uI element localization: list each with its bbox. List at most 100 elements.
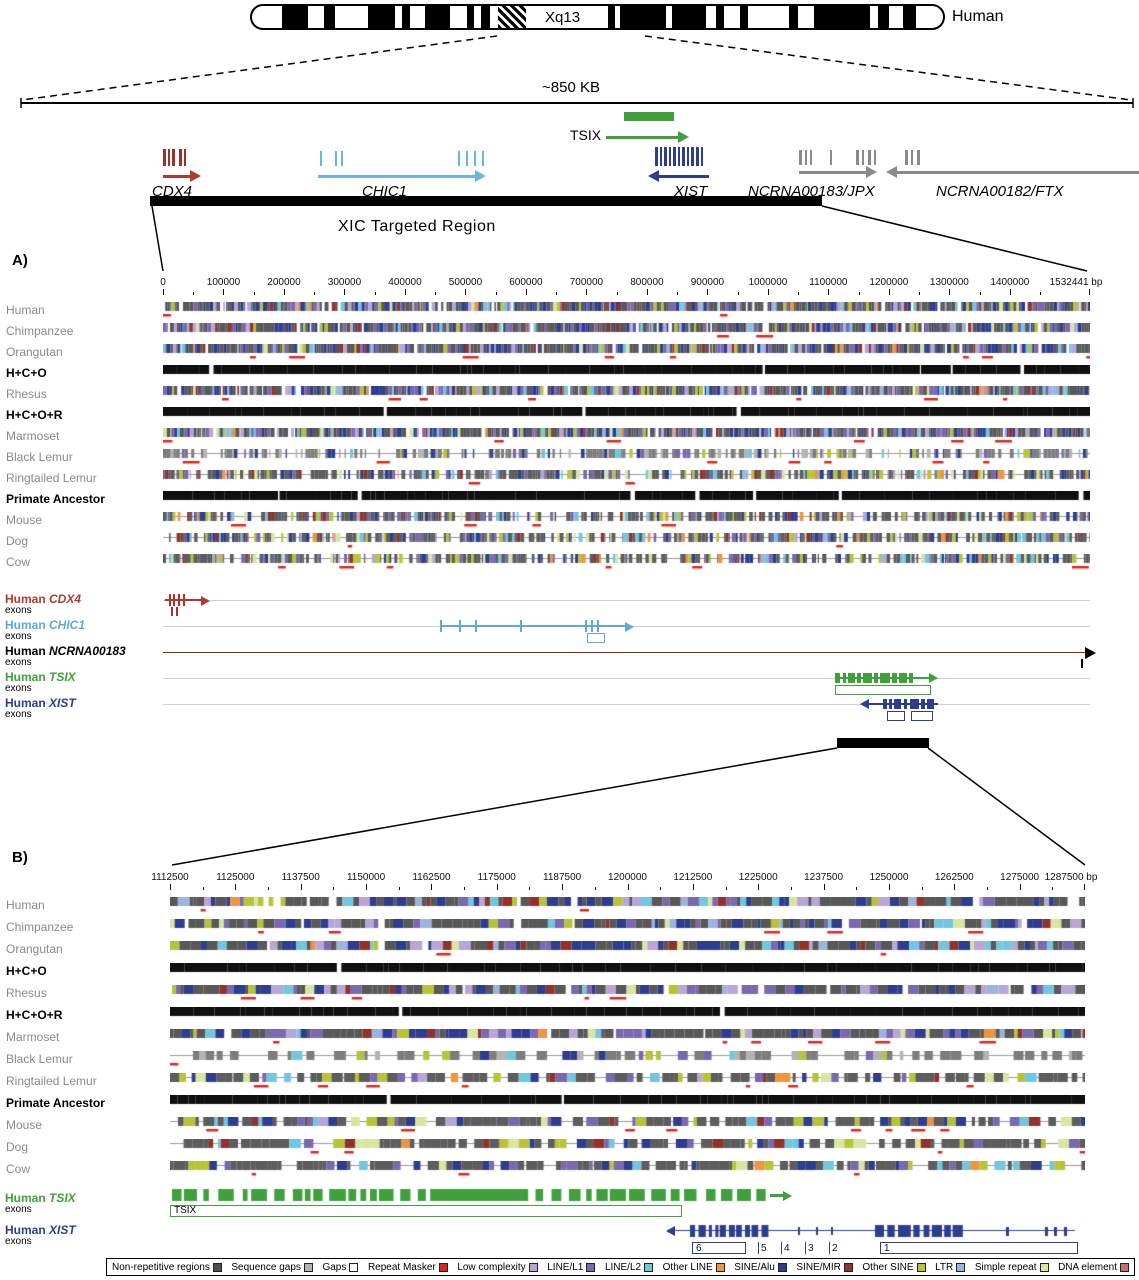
gene-track-gene-name: NCRNA00183: [49, 644, 126, 658]
track-label: Primate Ancestor: [6, 491, 105, 506]
legend-item-seqgap: Sequence gaps: [231, 1262, 313, 1273]
track-label: Marmoset: [6, 428, 60, 443]
axis-tick-label: 400000: [388, 277, 422, 288]
gene-track-label: Human TSIX exons: [5, 1192, 76, 1216]
tsix-gene-label: TSIX: [570, 127, 602, 143]
track-label: Chimpanzee: [6, 920, 74, 934]
legend-swatch: [843, 1262, 853, 1272]
axis-minor-tick: [268, 887, 270, 890]
axis-minor-tick: [921, 887, 923, 890]
alignment-track: [163, 469, 1090, 486]
track-label: Primate Ancestor: [6, 1096, 105, 1110]
gene-track-sublabel: exons: [5, 605, 32, 616]
legend-label: LTR: [935, 1261, 954, 1273]
legend-label: Sequence gaps: [231, 1261, 301, 1273]
gene-track-species: Human: [5, 670, 50, 684]
legend-item-osine: Other SINE: [862, 1262, 926, 1273]
gene-track-b-human-tsix: Human TSIX exons TSIX: [0, 1186, 1139, 1224]
alignment-track: [170, 1095, 1085, 1111]
axis-tick-label: 1200000: [869, 277, 909, 288]
legend-swatch: [644, 1262, 654, 1272]
chic1-gene-label: CHIC1: [362, 183, 408, 200]
gene-track-sublabel: exons: [5, 657, 32, 668]
gene-track-human-chic1: Human CHIC1 exons: [0, 618, 1139, 644]
panel-a-axis: 0 100000 200000 300000 400000 500000 600000 700…: [160, 277, 1102, 297]
legend-swatch: [916, 1262, 926, 1272]
axis-tick-label: 500000: [448, 277, 483, 288]
panel-a-label: A): [12, 252, 28, 269]
alignment-track: [163, 364, 1090, 381]
chromosome-band: [716, 6, 724, 28]
alignment-track: [163, 490, 1090, 507]
axis-tick: [954, 884, 956, 890]
ideogram-species-label: Human: [952, 8, 1004, 25]
alignment-track: [170, 1161, 1085, 1177]
alignment-track: [170, 963, 1085, 979]
axis-minor-tick: [616, 292, 618, 295]
xist-exon-blocks: [170, 1224, 1085, 1238]
axis-tick-label: 0: [160, 277, 166, 288]
alignment-track: [170, 897, 1085, 913]
gene-track-plot: [163, 618, 1090, 644]
species-track-ringtailed-lemur: Ringtailed Lemur: [0, 467, 1090, 488]
gene-track-gene-name: XIST: [49, 696, 76, 710]
species-track-primate-ancestor: Primate Ancestor: [0, 488, 1090, 509]
axis-tick: [828, 289, 830, 295]
axis-tick-label: 1300000: [929, 277, 969, 288]
track-label: Ringtailed Lemur: [6, 470, 97, 485]
axis-minor-tick: [529, 887, 531, 890]
axis-tick-label: 800000: [630, 277, 664, 288]
axis-tick: [366, 884, 368, 890]
chromosome-band: [608, 6, 615, 28]
axis-tick: [431, 884, 433, 890]
gene-track-human-tsix: Human TSIX exons: [0, 670, 1139, 696]
legend-swatch: [349, 1262, 359, 1272]
track-label: Rhesus: [6, 386, 47, 401]
species-track-chimpanzee: Chimpanzee: [0, 320, 1090, 341]
alignment-track: [163, 406, 1090, 423]
chromosome-band: [425, 6, 450, 28]
zoom-region-bar: [837, 738, 929, 748]
chromosome-band: [878, 6, 889, 28]
xist-exon-number: 5: [761, 1243, 767, 1254]
axis-minor-tick: [919, 292, 921, 295]
axis-tick-label: 1237500: [804, 872, 844, 883]
chromosome-band: [481, 6, 490, 28]
axis-minor-tick: [556, 292, 558, 295]
species-track-h-c-o-r: H+C+O+R: [0, 1004, 1085, 1026]
track-label: H+C+O: [6, 365, 47, 380]
chromosome-band: [789, 6, 798, 28]
axis-tick: [949, 289, 951, 295]
alignment-track: [163, 343, 1090, 360]
gene-track-label: Human CHIC1 exons: [5, 619, 85, 643]
axis-tick: [823, 884, 825, 890]
gene-track-gene-name: XIST: [49, 1223, 76, 1237]
axis-tick-label: 900000: [690, 277, 725, 288]
alignment-track: [163, 511, 1090, 528]
chromosome-ideogram: [250, 4, 945, 30]
legend-label: Gaps: [322, 1261, 347, 1273]
axis-minor-tick: [594, 887, 596, 890]
gene-track-label: Human XIST exons: [5, 697, 76, 721]
axis-minor-tick: [495, 292, 497, 295]
legend-label: SINE/MIR: [796, 1261, 841, 1273]
track-label: Human: [6, 302, 45, 317]
legend-swatch: [586, 1262, 596, 1272]
legend-swatch: [956, 1262, 966, 1272]
axis-minor-tick: [979, 292, 981, 295]
axis-tick: [627, 884, 629, 890]
axis-minor-tick: [193, 292, 195, 295]
legend-label: Non-repetitive regions: [112, 1261, 210, 1273]
xist-exon-number: 4: [784, 1243, 790, 1254]
gene-track-plot: TSIX: [170, 1186, 1085, 1224]
gene-track-plot: [163, 696, 1090, 722]
legend-label: Other LINE: [662, 1261, 713, 1273]
legend-item-dna: DNA element: [1058, 1262, 1129, 1273]
alignment-track: [170, 1007, 1085, 1023]
alignment-track: [170, 919, 1085, 935]
legend-swatch: [777, 1262, 787, 1272]
axis-tick-label: 1225000: [738, 872, 778, 883]
alignment-track: [163, 553, 1090, 570]
panel-b-axis: 1112500 1125000 1137500 1150000 1162500 11750…: [151, 872, 1097, 892]
